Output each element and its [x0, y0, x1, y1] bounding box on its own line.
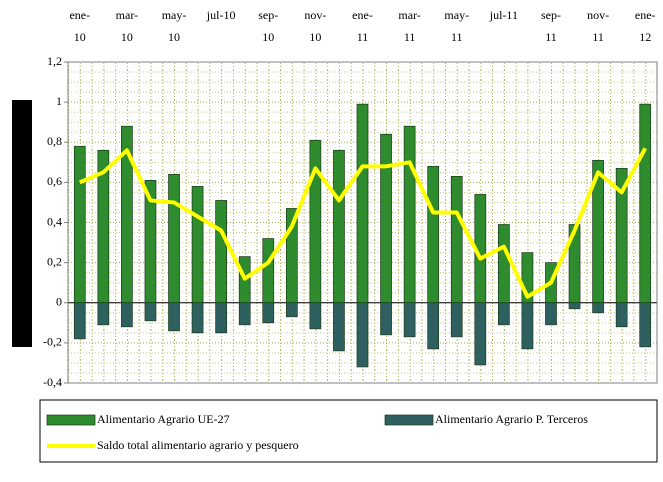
y-tick-label: 0,6	[47, 174, 62, 188]
legend-label: Alimentario Agrario UE-27	[97, 412, 230, 426]
x-tick-label: jul-11	[489, 8, 518, 22]
bar	[639, 103, 652, 304]
legend-box	[39, 399, 658, 463]
bar	[450, 302, 463, 338]
y-tick-label: 0,8	[47, 134, 62, 148]
x-tick-label: may-10	[161, 8, 187, 44]
bar	[498, 224, 510, 304]
bar	[73, 145, 86, 304]
y-tick-label: 1	[56, 94, 62, 108]
x-tick-label: sep-11	[540, 8, 561, 44]
bar	[427, 165, 440, 304]
y-tick-label: 1,2	[47, 54, 62, 68]
plot-border	[67, 61, 658, 384]
bar	[191, 302, 204, 334]
bar	[333, 149, 345, 304]
bar	[592, 302, 604, 314]
bar	[97, 302, 110, 326]
bar	[262, 238, 275, 304]
line	[78, 147, 647, 299]
bar	[356, 302, 369, 368]
bar	[144, 302, 157, 322]
x-tick-label: ene-11	[352, 8, 373, 44]
x-tick-label: ene-10	[69, 8, 91, 44]
y-tick-label: 0,4	[47, 214, 62, 228]
y-tick-label: 0,2	[47, 254, 62, 268]
bar	[380, 133, 392, 304]
x-tick-label: nov-11	[587, 8, 610, 44]
bar	[427, 302, 440, 350]
x-tick-label: ene-12	[634, 8, 656, 44]
bar	[168, 174, 180, 304]
bar	[333, 302, 345, 352]
legend-swatch	[384, 414, 434, 426]
bar	[639, 302, 652, 348]
bar	[168, 302, 180, 332]
bar	[309, 302, 322, 330]
bar	[215, 302, 227, 334]
bar	[380, 302, 392, 336]
redacted-axis-title	[12, 100, 32, 347]
bar	[498, 302, 510, 326]
y-tick-label: -0,4	[43, 375, 62, 389]
x-tick-label: mar-10	[115, 8, 139, 44]
y-tick-label: 0	[56, 295, 62, 309]
bar	[356, 103, 369, 304]
bar	[215, 200, 227, 304]
bar	[121, 302, 133, 328]
bar	[238, 302, 251, 326]
x-tick-label: nov-10	[304, 8, 327, 44]
bar	[474, 302, 487, 366]
x-tick-label: jul-10	[206, 8, 236, 22]
bar	[285, 302, 298, 318]
bar	[73, 302, 86, 340]
bar	[262, 302, 275, 324]
y-tick-label: -0,2	[43, 335, 62, 349]
legend-label: Alimentario Agrario P. Terceros	[435, 412, 588, 426]
x-tick-label: mar-11	[398, 8, 421, 44]
bar	[403, 125, 416, 304]
bar	[615, 302, 628, 328]
bar	[521, 302, 534, 350]
x-tick-label: sep-10	[258, 8, 279, 44]
bar	[191, 186, 204, 304]
legend-label: Saldo total alimentario agrario y pesque…	[97, 438, 299, 452]
legend-swatch	[46, 414, 96, 426]
bar	[545, 302, 557, 326]
bar	[450, 176, 463, 304]
bar	[568, 302, 581, 310]
bar	[403, 302, 416, 338]
x-tick-label: may-11	[444, 8, 470, 44]
bar	[309, 139, 322, 304]
